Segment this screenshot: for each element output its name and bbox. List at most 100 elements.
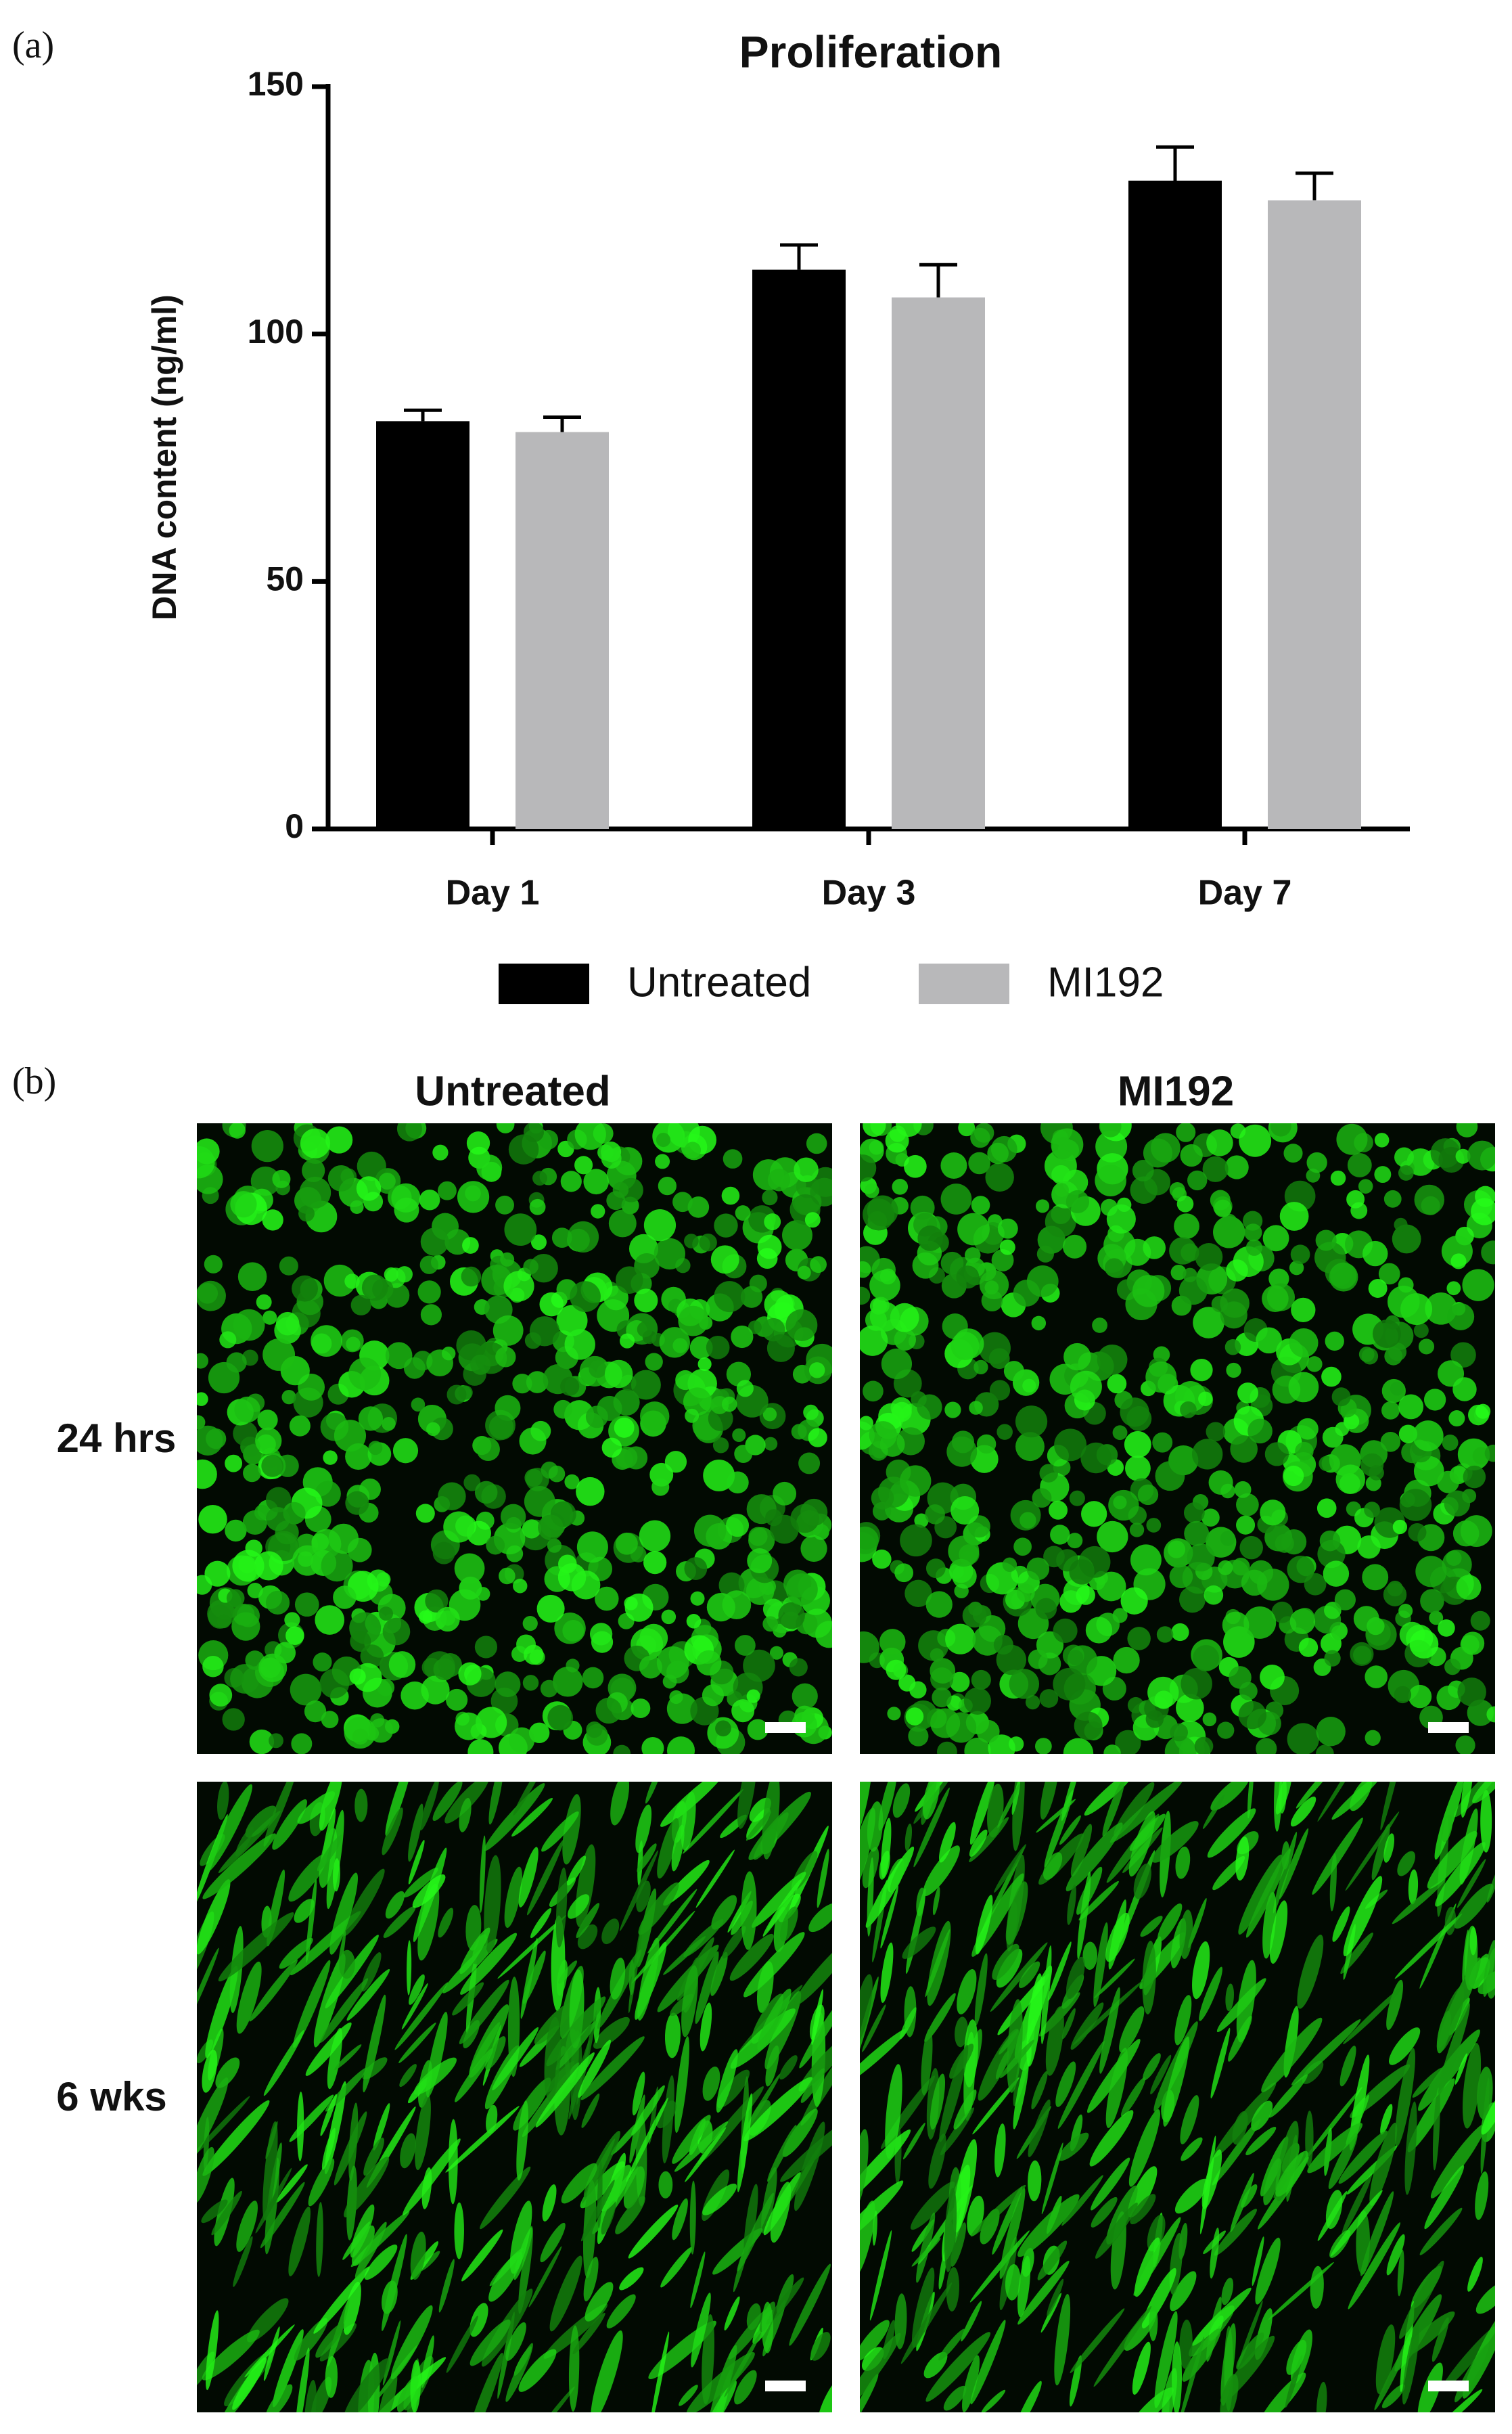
cell — [1164, 1538, 1193, 1568]
cell — [1097, 1344, 1128, 1375]
cell — [263, 2030, 304, 2096]
cell — [304, 2380, 317, 2412]
cell — [197, 1425, 223, 1456]
cell — [454, 2202, 464, 2259]
cell — [903, 1154, 927, 1178]
cell — [262, 2121, 278, 2221]
cell — [469, 2319, 511, 2366]
cell — [382, 2234, 407, 2331]
cell — [693, 1514, 727, 1547]
cell — [682, 1788, 743, 1854]
cell — [536, 1594, 565, 1623]
cell — [1372, 1320, 1402, 1349]
cell — [1438, 2003, 1470, 2095]
cell — [218, 1912, 294, 1982]
cell — [269, 1733, 283, 1749]
cell — [1413, 1420, 1444, 1451]
cell — [263, 1782, 298, 1847]
cell — [541, 1811, 579, 1852]
cell — [499, 1567, 516, 1585]
cell — [1357, 1535, 1381, 1559]
cell — [955, 2016, 969, 2048]
cell — [593, 2016, 630, 2049]
cell — [257, 1410, 278, 1430]
cell — [689, 1336, 713, 1359]
cell — [1338, 2130, 1388, 2184]
cell — [767, 2125, 797, 2182]
cell — [879, 1629, 906, 1655]
cell — [1192, 1941, 1210, 2000]
cell — [284, 1612, 300, 1628]
cell — [315, 1605, 345, 1635]
cell — [1247, 1418, 1273, 1444]
cell — [1454, 1883, 1494, 1929]
cell — [658, 2171, 673, 2199]
cell — [1151, 1133, 1181, 1163]
cell — [674, 2036, 689, 2134]
cell — [1441, 1814, 1453, 1843]
cell — [939, 2044, 969, 2142]
cell — [479, 1835, 486, 1913]
cell — [197, 1459, 217, 1489]
cell — [1047, 2278, 1064, 2317]
cell — [432, 1144, 449, 1160]
cell — [1097, 1520, 1128, 1553]
cell — [601, 1437, 622, 1458]
cell — [589, 1359, 607, 1378]
cell — [1467, 1140, 1495, 1171]
cell — [1034, 1738, 1052, 1754]
cell — [363, 2137, 384, 2176]
cell — [664, 1451, 687, 1473]
cell — [1450, 1253, 1467, 1269]
cell — [604, 1359, 633, 1389]
cell — [797, 1265, 811, 1280]
cell — [339, 1950, 355, 1979]
cell — [469, 2004, 509, 2078]
cell — [417, 1280, 441, 1304]
cell — [1078, 1546, 1111, 1578]
cell — [1375, 2324, 1396, 2395]
cell — [1077, 1871, 1091, 1960]
cell — [770, 2182, 792, 2243]
cell — [962, 2355, 980, 2412]
cell — [265, 1507, 290, 1531]
cell — [350, 1631, 371, 1652]
cell — [1120, 2077, 1146, 2117]
cell — [413, 2057, 457, 2095]
cell — [1220, 1288, 1250, 1318]
cell — [357, 1151, 386, 1181]
cell — [1460, 1515, 1492, 1547]
cell — [247, 1582, 263, 1599]
cell — [448, 2119, 458, 2205]
cell — [1241, 1569, 1268, 1596]
cell — [1408, 1523, 1427, 1542]
cell — [1263, 2158, 1281, 2205]
cell — [1262, 1225, 1289, 1252]
cell — [348, 1357, 382, 1391]
cell — [981, 2389, 1006, 2412]
cell — [1239, 1682, 1258, 1700]
cell — [1472, 1782, 1495, 1803]
cell — [1176, 1694, 1204, 1722]
cell — [197, 2146, 214, 2205]
cell — [1050, 1525, 1070, 1545]
cell — [1040, 2293, 1062, 2333]
cell — [197, 1415, 206, 1430]
cell — [469, 2303, 488, 2337]
cell — [523, 1259, 539, 1275]
cell — [420, 1304, 442, 1326]
cell — [1383, 1190, 1402, 1208]
cell — [1245, 2126, 1277, 2156]
cell — [1469, 1926, 1477, 1956]
cell — [327, 1165, 354, 1192]
cell — [723, 1149, 743, 1169]
legend-label: Untreated — [627, 959, 811, 1006]
cell — [944, 2188, 957, 2272]
cell — [1178, 2337, 1205, 2412]
cell — [1381, 1401, 1400, 1420]
cell — [737, 2192, 774, 2272]
cell — [1332, 1906, 1350, 1942]
cell — [785, 1573, 818, 1606]
cell — [496, 1123, 515, 1133]
cell — [782, 2109, 818, 2157]
